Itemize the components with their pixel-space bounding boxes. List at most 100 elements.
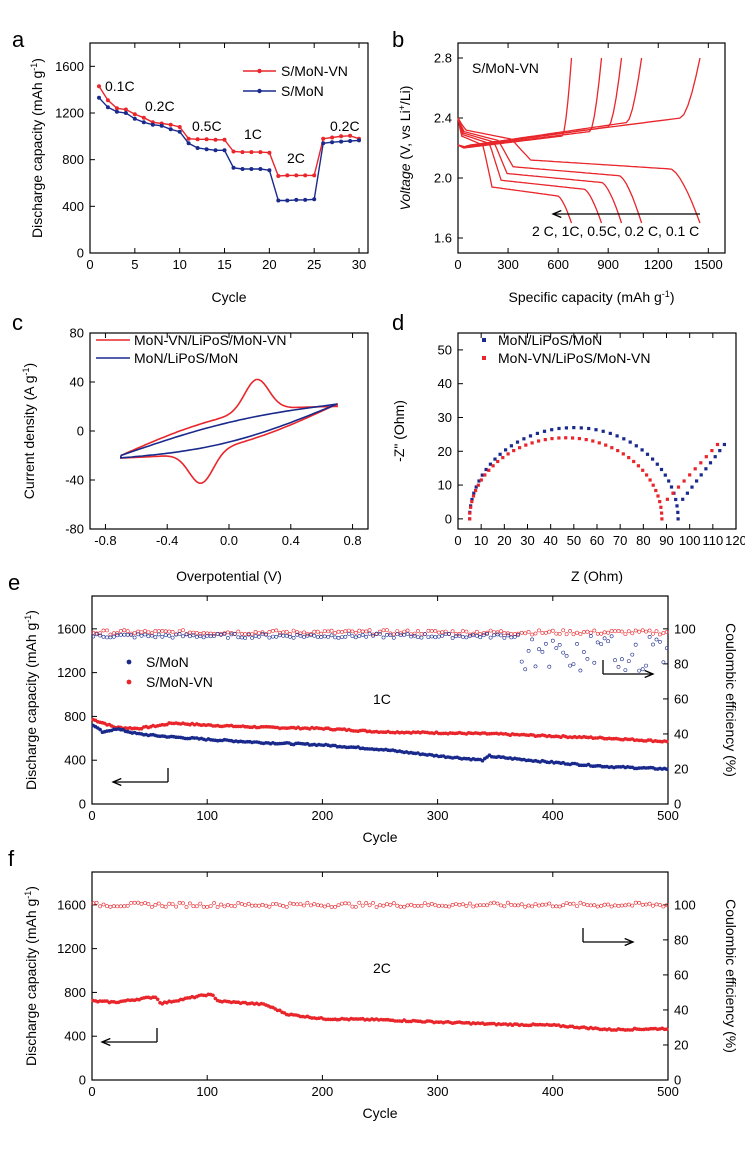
data-point — [665, 767, 669, 771]
data-point — [132, 116, 137, 121]
ce-point — [312, 902, 317, 906]
x-tick-label: 1500 — [694, 257, 723, 272]
ce-point — [201, 904, 206, 909]
ce-point — [544, 902, 548, 907]
data-point — [141, 115, 146, 120]
ce-point — [613, 658, 617, 663]
charge-curve — [457, 57, 623, 148]
ce-point — [516, 633, 521, 637]
ce-point — [181, 628, 185, 633]
data-point — [276, 198, 281, 203]
ce-point — [205, 634, 210, 638]
ce-point — [512, 635, 517, 639]
data-point — [477, 479, 481, 483]
x-tick-label: 100 — [196, 808, 218, 823]
ce-point — [409, 634, 414, 639]
ce-point — [474, 903, 479, 908]
data-point — [557, 426, 561, 431]
ce-point — [187, 630, 192, 635]
data-point — [240, 167, 245, 171]
ce-point — [550, 628, 555, 633]
ce-point — [284, 905, 289, 909]
y-axis-label: Discharge capacity (mAh g-1) — [23, 886, 39, 1066]
ce-point — [357, 628, 362, 633]
data-point — [564, 436, 568, 440]
ce-point — [146, 634, 151, 639]
ce-point — [160, 634, 165, 639]
legend-label: S/MoN — [146, 654, 189, 670]
x-tick-label: 300 — [497, 257, 519, 272]
ce-point — [606, 630, 611, 635]
ce-point — [457, 632, 462, 636]
ce-point — [295, 632, 300, 637]
data-point — [616, 449, 620, 453]
ce-point — [219, 632, 223, 637]
ce-point — [661, 904, 666, 909]
ce-point — [492, 633, 496, 638]
ce-point — [644, 663, 649, 668]
y2-tick-label: 0 — [674, 797, 681, 812]
x-tick-label: 60 — [590, 533, 604, 548]
y-tick-label: 1200 — [57, 941, 86, 956]
panel-label-c: c — [12, 310, 23, 335]
x-tick-label: 0.8 — [344, 533, 362, 548]
ce-point — [374, 631, 379, 636]
ce-point — [454, 631, 458, 636]
ce-point — [533, 631, 538, 636]
ce-point — [371, 634, 376, 638]
ce-point — [170, 635, 175, 640]
ce-point — [488, 901, 493, 906]
ce-point — [474, 633, 479, 638]
axis-arrow-left-head — [111, 777, 122, 787]
ce-point — [340, 635, 344, 640]
data-point — [685, 491, 689, 495]
data-point — [470, 500, 474, 504]
ce-point — [398, 633, 403, 638]
ce-point — [198, 901, 203, 906]
ce-point — [661, 631, 666, 635]
ce-point — [664, 903, 669, 908]
ce-point — [229, 904, 234, 908]
ce-point — [530, 637, 535, 642]
legend-marker — [482, 338, 486, 342]
ce-point — [105, 904, 109, 909]
y2-axis-label: Coulombic efficiency (%) — [723, 899, 739, 1053]
ce-point — [388, 631, 393, 636]
ce-point — [616, 629, 621, 633]
ce-point — [526, 630, 531, 634]
y-axis-label: Discharge capacity (mAh g-1) — [23, 610, 39, 790]
ce-point — [454, 902, 458, 907]
ce-point — [613, 629, 617, 634]
ce-point — [502, 631, 507, 635]
legend-marker — [126, 679, 132, 685]
x-tick-label: 0 — [454, 257, 461, 272]
ce-point — [284, 634, 289, 638]
ce-point — [326, 629, 331, 634]
ce-point — [457, 633, 462, 638]
ce-point — [416, 629, 420, 633]
x-tick-label: 600 — [547, 257, 569, 272]
ce-point — [322, 629, 327, 634]
x-tick-label: 10 — [172, 257, 186, 272]
ce-point — [295, 630, 300, 635]
x-axis-label: Cycle — [211, 289, 246, 305]
ce-point — [364, 901, 369, 905]
discharge-curve — [457, 117, 643, 224]
ce-point — [201, 631, 206, 635]
data-point — [648, 478, 652, 482]
x-tick-label: 0 — [88, 1084, 95, 1099]
x-tick-label: 0 — [88, 808, 95, 823]
data-point — [348, 139, 353, 143]
ce-point — [416, 635, 420, 640]
ce-point — [94, 900, 99, 905]
data-point — [97, 95, 101, 100]
data-point — [718, 449, 722, 453]
ce-point — [384, 628, 389, 633]
ce-point — [464, 629, 469, 634]
data-point — [294, 197, 299, 202]
discharge-curve — [457, 117, 603, 224]
x-tick-label: 30 — [352, 257, 366, 272]
ce-point — [198, 632, 203, 636]
ce-point — [609, 634, 614, 639]
ce-point — [322, 634, 327, 639]
